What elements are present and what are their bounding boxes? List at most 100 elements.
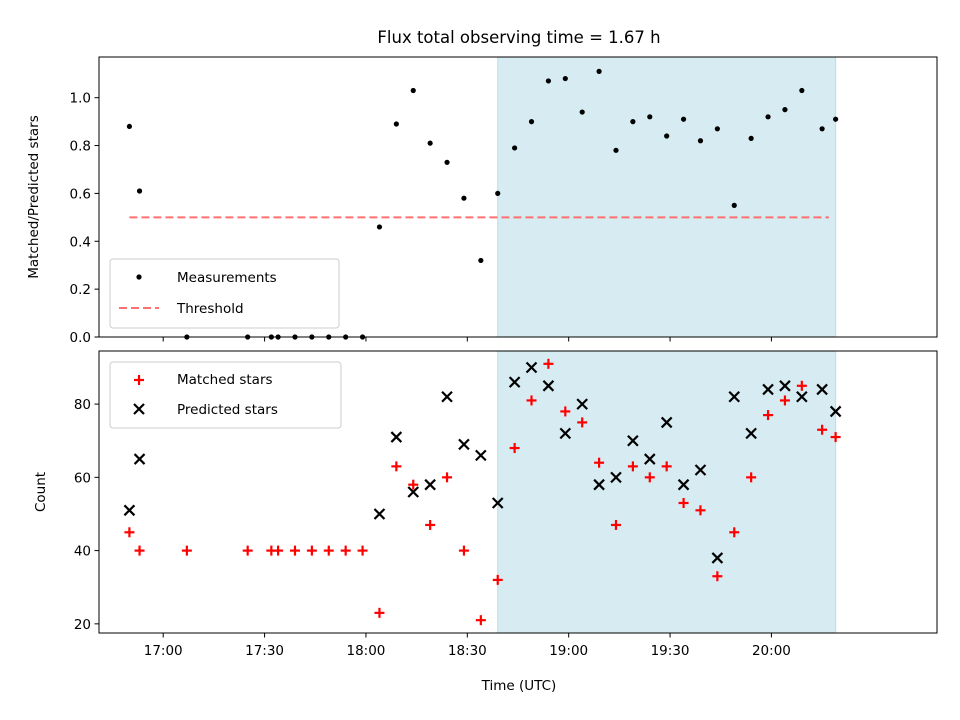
measurement-point	[444, 159, 450, 165]
measurement-point	[410, 87, 416, 94]
top-panel: 0.0 0.2 0.4 0.6 0.8 1.0 Matched/Predicted sta…	[26, 56, 938, 346]
measurement-point	[528, 119, 535, 125]
matched-stars-point	[492, 574, 503, 585]
matched-stars-point	[560, 406, 571, 417]
legend-matched-marker	[134, 375, 144, 385]
matched-stars-point	[306, 545, 317, 556]
measurement-point	[630, 119, 636, 125]
predicted-stars-point	[816, 383, 828, 396]
x-tick-label: 18:00	[346, 643, 385, 659]
predicted-stars-point	[660, 416, 673, 429]
top-y-tick-label: 0.6	[70, 186, 91, 202]
measurement-point	[579, 109, 585, 115]
matched-stars-point	[678, 497, 689, 508]
predicted-stars-point	[694, 464, 707, 476]
matched-stars-point	[289, 545, 300, 556]
predicted-stars-point	[610, 471, 622, 484]
predicted-stars-point	[542, 380, 555, 392]
measurement-point	[136, 188, 143, 194]
x-tick-label: 19:30	[651, 643, 690, 659]
predicted-stars-point	[407, 486, 420, 498]
bottom-panel: 20 40 60 80 17:00 17:30 18:00 18:30 19:00 19:30 2…	[33, 350, 938, 659]
matched-stars-point	[610, 519, 621, 530]
bottom-legend-box	[109, 361, 342, 429]
matched-stars-point	[644, 472, 655, 483]
measurement-point	[512, 145, 518, 151]
top-y-tick-label: 0.4	[70, 234, 91, 250]
matched-stars-point	[323, 545, 334, 556]
matched-stars-point	[577, 417, 588, 428]
matched-stars-point	[374, 607, 385, 618]
matched-stars-point	[779, 395, 790, 406]
measurement-point	[613, 147, 619, 153]
measurement-point	[765, 114, 771, 120]
bottom-y-tick-label: 60	[74, 470, 91, 486]
matched-stars-point	[357, 545, 368, 556]
predicted-stars-point	[475, 449, 487, 462]
measurement-point	[731, 202, 737, 208]
measurement-point	[461, 195, 467, 201]
matched-stars-point	[627, 461, 638, 472]
predicted-stars-point	[796, 391, 808, 403]
matched-stars-point	[763, 410, 774, 421]
predicted-stars-point	[728, 391, 741, 403]
predicted-stars-point	[525, 361, 538, 374]
measurement-point	[562, 75, 568, 82]
bottom-y-tick-label: 20	[74, 617, 91, 633]
x-axis-label: Time (UTC)	[481, 678, 557, 694]
predicted-stars-point	[123, 504, 136, 517]
matched-stars-point	[181, 545, 192, 556]
bottom-legend: Matched stars Predicted stars	[109, 361, 342, 429]
matched-stars-point	[425, 519, 436, 530]
top-y-tick-label: 0.0	[70, 330, 91, 346]
matched-stars-point	[695, 505, 706, 516]
matched-stars-point	[817, 424, 828, 435]
measurement-point	[680, 116, 687, 122]
bottom-y-tick-label: 40	[74, 544, 91, 560]
legend-predicted-label: Predicted stars	[177, 402, 278, 418]
matched-stars-point	[661, 461, 672, 472]
bottom-panel-frame	[98, 350, 938, 634]
top-y-tick-label: 0.8	[70, 139, 91, 155]
measurement-point	[376, 224, 383, 230]
matched-stars-point	[543, 358, 554, 369]
predicted-stars-point	[711, 552, 724, 564]
matched-stars-point	[408, 479, 419, 490]
measurement-point	[664, 133, 670, 139]
x-tick-label: 17:30	[245, 643, 284, 659]
matched-stars-point	[391, 461, 402, 472]
predicted-stars-point	[559, 427, 572, 440]
x-tick-label: 19:00	[549, 643, 588, 659]
matched-stars-point	[124, 527, 135, 538]
top-legend-box	[109, 258, 340, 329]
measurement-point	[819, 126, 825, 132]
legend-measurements-marker	[136, 274, 142, 280]
measurement-point	[647, 114, 653, 120]
measurement-point	[126, 123, 133, 130]
predicted-stars-point	[829, 405, 842, 418]
measurement-point	[478, 257, 484, 264]
matched-stars-point	[273, 545, 284, 556]
legend-matched-label: Matched stars	[177, 372, 273, 388]
legend-matched-glyph	[134, 375, 144, 385]
predicted-stars-point	[779, 380, 791, 392]
matched-stars-point	[509, 443, 520, 454]
x-tick-label: 17:00	[144, 643, 183, 659]
matched-stars-point	[340, 545, 351, 556]
predicted-stars-point	[677, 478, 690, 491]
measurement-point	[697, 138, 704, 144]
measurement-point	[748, 135, 754, 141]
top-legend: Measurements Threshold	[109, 258, 340, 329]
matched-stars-point	[475, 615, 486, 626]
chart-title: Flux total observing time = 1.67 h	[377, 28, 660, 47]
predicted-stars-point	[508, 376, 521, 388]
bottom-panel-shaded-span	[497, 350, 837, 634]
top-panel-frame	[98, 56, 938, 338]
matched-stars-point	[712, 571, 723, 582]
matched-stars-point	[830, 432, 841, 443]
matched-stars-point	[796, 380, 807, 391]
matched-stars-point	[594, 457, 605, 468]
predicted-stars-point	[576, 398, 588, 410]
matched-stars-point	[526, 395, 537, 406]
